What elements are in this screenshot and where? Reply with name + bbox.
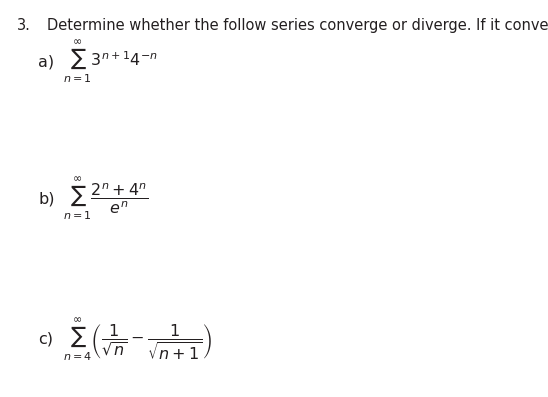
Text: b): b) bbox=[38, 191, 55, 206]
Text: a): a) bbox=[38, 54, 54, 69]
Text: $\sum_{n=1}^{\infty} 3^{n+1}4^{-n}$: $\sum_{n=1}^{\infty} 3^{n+1}4^{-n}$ bbox=[63, 39, 158, 85]
Text: $\sum_{n=1}^{\infty} \dfrac{2^n+4^n}{e^n}$: $\sum_{n=1}^{\infty} \dfrac{2^n+4^n}{e^n… bbox=[63, 175, 149, 222]
Text: $\sum_{n=4}^{\infty} \left(\dfrac{1}{\sqrt{n}} - \dfrac{1}{\sqrt{n+1}}\right)$: $\sum_{n=4}^{\infty} \left(\dfrac{1}{\sq… bbox=[63, 316, 213, 362]
Text: Determine whether the follow series converge or diverge. If it converges, find i: Determine whether the follow series conv… bbox=[47, 18, 548, 33]
Text: c): c) bbox=[38, 332, 53, 347]
Text: 3.: 3. bbox=[16, 18, 30, 33]
